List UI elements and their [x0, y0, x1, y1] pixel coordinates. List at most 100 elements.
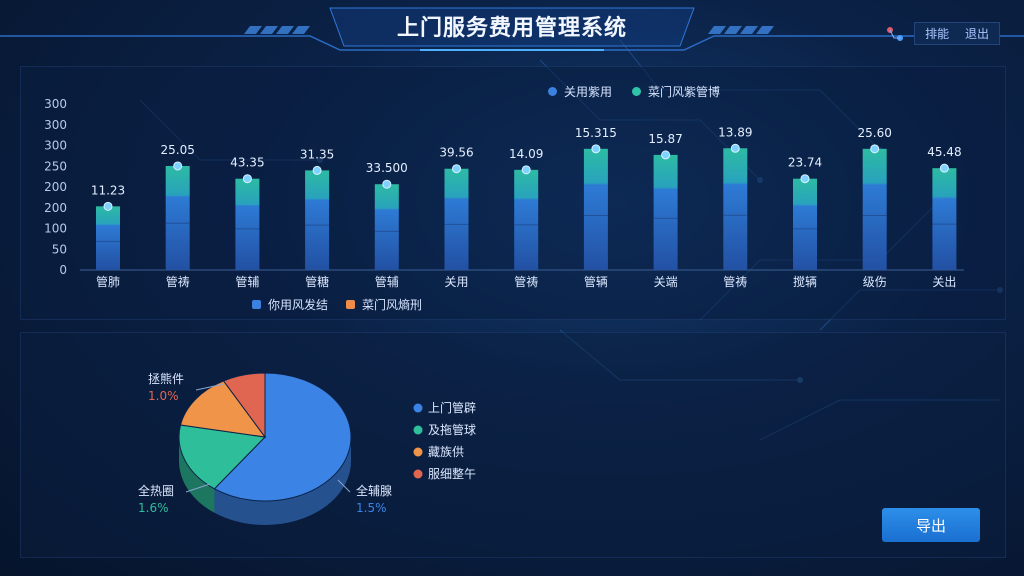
bar-marker	[800, 174, 810, 184]
pie-legend-swatch	[413, 425, 423, 435]
bar-marker	[103, 201, 113, 211]
legend-bottom-1-label: 你用风发结	[268, 298, 329, 312]
pie-legend-swatch	[413, 447, 423, 457]
data-label: 25.05	[161, 143, 195, 157]
page-title: 上门服务费用管理系统	[396, 16, 627, 41]
legend-bottom-2: 菜门风熵刑	[346, 296, 422, 313]
legend-bottom-1: 你用风发结	[252, 296, 328, 313]
x-tick-label: 管祷	[166, 274, 190, 289]
x-tick-label: 管祷	[514, 274, 538, 289]
bar-marker	[173, 161, 183, 171]
pie-legend-label: 上门管辟	[428, 400, 476, 415]
data-label: 25.60	[858, 126, 892, 140]
bar-marker	[242, 174, 252, 184]
data-label: 23.74	[788, 156, 822, 170]
legend-bottom-2-label: 菜门风熵刑	[362, 298, 423, 312]
x-tick-label: 管肺	[96, 274, 120, 289]
network-icon[interactable]	[884, 24, 906, 44]
y-tick-label: 300	[44, 118, 67, 132]
bar	[653, 154, 678, 270]
pie-legend-label: 服细整午	[428, 466, 476, 481]
data-label: 11.23	[91, 183, 125, 197]
y-tick-label: 200	[44, 201, 67, 215]
x-tick-label: 级伤	[863, 275, 887, 289]
callout-line	[337, 479, 351, 493]
callout-line	[185, 483, 211, 493]
data-label: 43.35	[230, 156, 264, 170]
bar-marker	[382, 179, 392, 189]
pie-slice	[222, 372, 266, 439]
bar	[444, 168, 469, 270]
pie-slice	[178, 424, 267, 490]
x-tick-label: 搅辆	[793, 274, 817, 289]
legend-top-1-label: 关用紫用	[564, 85, 613, 99]
x-tick-label: 管糖	[305, 274, 329, 289]
bar	[165, 165, 190, 270]
x-tick-label: 关出	[932, 275, 956, 289]
callout-line	[195, 383, 225, 391]
bar-marker	[661, 150, 671, 160]
data-label: 14.09	[509, 147, 543, 161]
pie-legend-swatch	[413, 403, 423, 413]
data-label: 33.500	[366, 161, 408, 175]
y-tick-label: 100	[44, 222, 67, 236]
bar	[932, 168, 957, 270]
bar	[723, 148, 748, 270]
slice-percent: 1.5%	[356, 501, 387, 515]
slice-label: 拯熊件	[148, 371, 184, 386]
legend-top-2-label: 菜门风紫管博	[648, 85, 721, 99]
slice-label: 全热圈	[138, 483, 174, 498]
settings-button[interactable]: 排能 退出	[914, 22, 1000, 45]
bar-marker	[730, 143, 740, 153]
y-tick-label: 300	[44, 97, 67, 111]
y-tick-label: 300	[44, 139, 67, 153]
logout-label[interactable]: 退出	[964, 27, 989, 41]
settings-label: 排能	[925, 27, 950, 41]
bar	[583, 148, 608, 270]
bar	[305, 170, 330, 270]
y-tick-label: 0	[59, 263, 67, 277]
data-label: 13.89	[718, 125, 752, 139]
header-frame	[0, 7, 1024, 51]
export-button[interactable]: 导出	[882, 508, 980, 542]
bar-marker	[870, 144, 880, 154]
pie-slice-side	[214, 437, 351, 525]
data-label: 15.87	[648, 132, 682, 146]
data-label: 15.315	[575, 126, 617, 140]
y-tick-label: 50	[52, 242, 67, 256]
pie-legend-label: 及拖管球	[428, 422, 476, 437]
bar-marker	[591, 144, 601, 154]
pie-legend-swatch	[413, 469, 423, 479]
legend-bottom-2-swatch	[346, 300, 355, 309]
x-tick-label: 管辆	[584, 274, 608, 289]
slice-percent: 1.6%	[138, 501, 169, 515]
x-tick-label: 管辅	[375, 274, 399, 289]
legend-top-2-swatch	[632, 87, 641, 96]
pie-slice	[179, 380, 267, 438]
legend-top-1-swatch	[548, 87, 557, 96]
data-label: 45.48	[927, 145, 961, 159]
slice-label: 全辅腺	[356, 483, 392, 498]
data-label: 31.35	[300, 147, 334, 161]
x-tick-label: 管辅	[235, 274, 259, 289]
data-label: 39.56	[439, 146, 473, 160]
legend-top-2: 菜门风紫管博	[632, 83, 720, 100]
bar	[862, 148, 887, 270]
pie-slice-side	[179, 437, 215, 513]
pie-slice	[213, 372, 352, 502]
bar	[793, 178, 817, 270]
x-tick-label: 管祷	[723, 274, 747, 289]
x-tick-label: 关用	[444, 275, 468, 289]
slice-percent: 1.0%	[148, 389, 179, 403]
bar-marker	[452, 164, 461, 174]
bar-marker	[521, 165, 531, 175]
bar	[96, 206, 120, 270]
header-bar: 上门服务费用管理系统 排能 退出	[0, 0, 1024, 58]
bar	[235, 178, 260, 270]
legend-bottom-1-swatch	[252, 300, 261, 309]
bar-marker	[939, 163, 949, 173]
x-tick-label: 关端	[654, 275, 678, 289]
bar-marker	[312, 165, 322, 175]
